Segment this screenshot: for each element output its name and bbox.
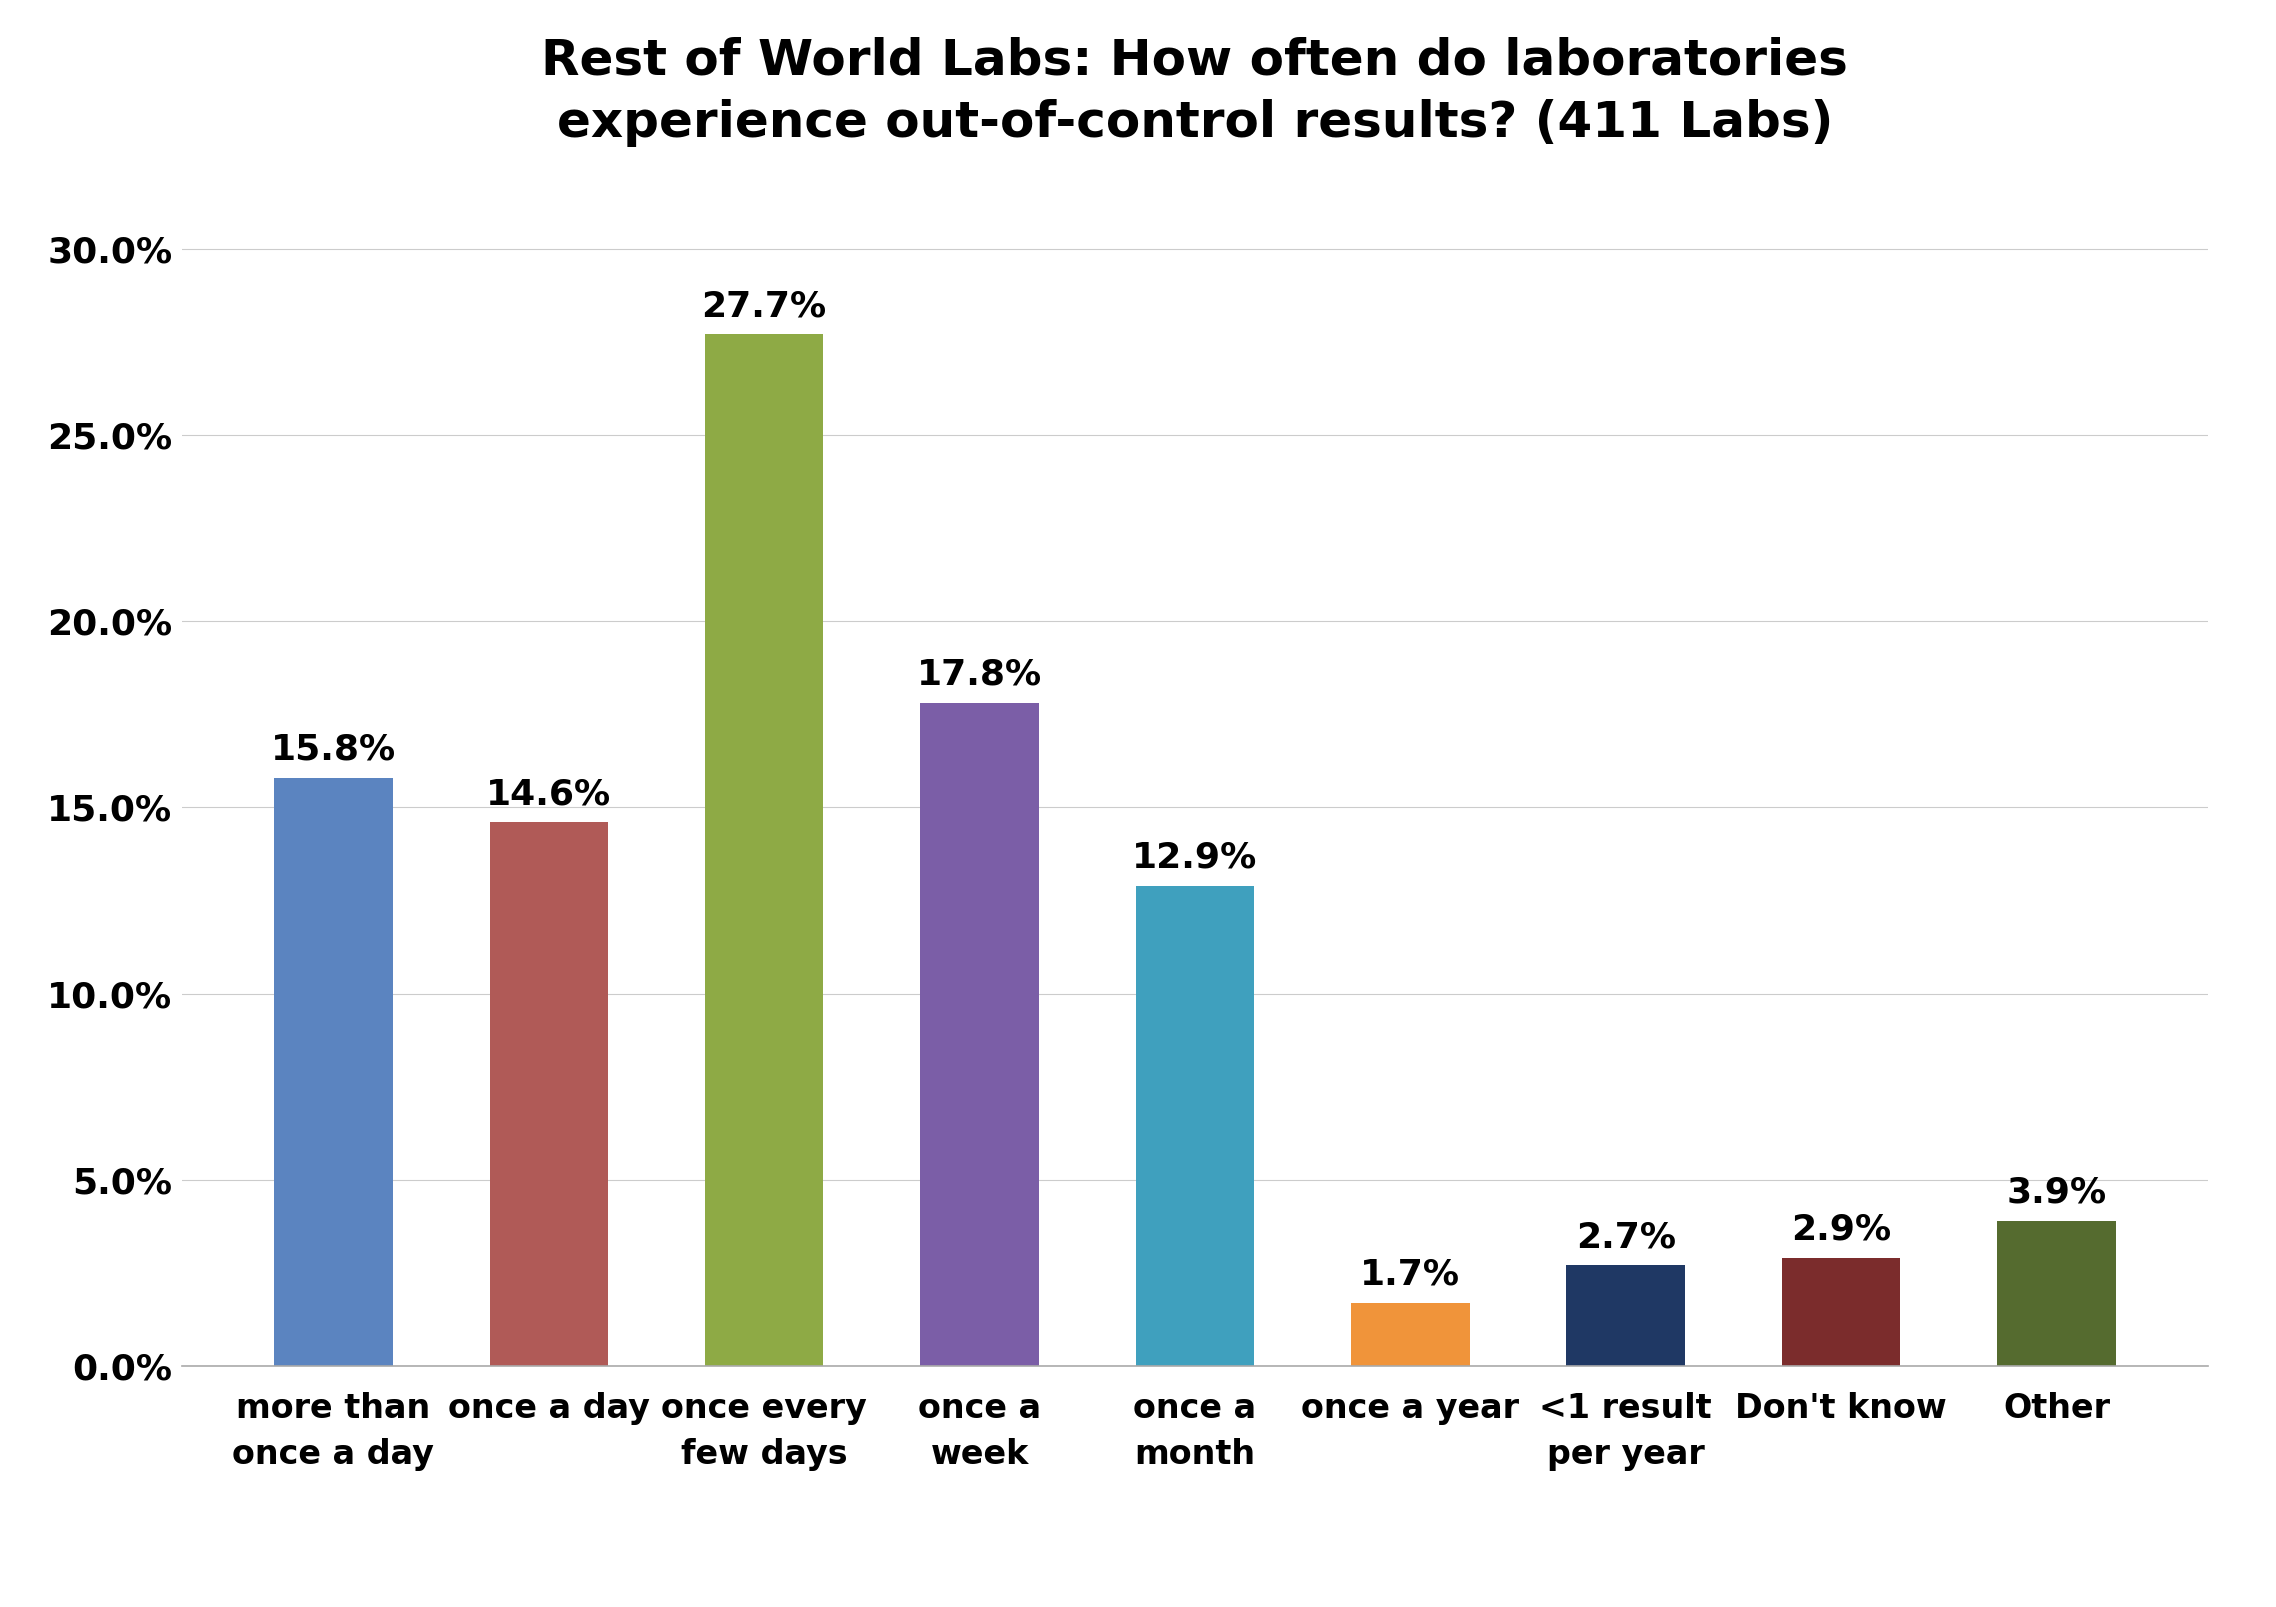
Text: 2.7%: 2.7% — [1575, 1220, 1675, 1253]
Text: 14.6%: 14.6% — [487, 778, 612, 812]
Text: 15.8%: 15.8% — [271, 733, 396, 767]
Text: 3.9%: 3.9% — [2007, 1176, 2108, 1210]
Text: 1.7%: 1.7% — [1361, 1257, 1461, 1292]
Bar — [920, 702, 1038, 1366]
Bar — [1352, 1303, 1470, 1366]
Text: 27.7%: 27.7% — [701, 289, 826, 323]
Text: 2.9%: 2.9% — [1791, 1213, 1891, 1247]
Bar — [489, 823, 608, 1366]
Bar — [706, 334, 824, 1366]
Bar — [1996, 1221, 2117, 1366]
Title: Rest of World Labs: How often do laboratories
experience out-of-control results?: Rest of World Labs: How often do laborat… — [542, 35, 1848, 148]
Bar — [1782, 1258, 1900, 1366]
Text: 12.9%: 12.9% — [1131, 840, 1259, 874]
Bar — [273, 778, 394, 1366]
Text: 17.8%: 17.8% — [917, 657, 1042, 693]
Bar — [1136, 885, 1254, 1366]
Bar — [1566, 1265, 1684, 1366]
